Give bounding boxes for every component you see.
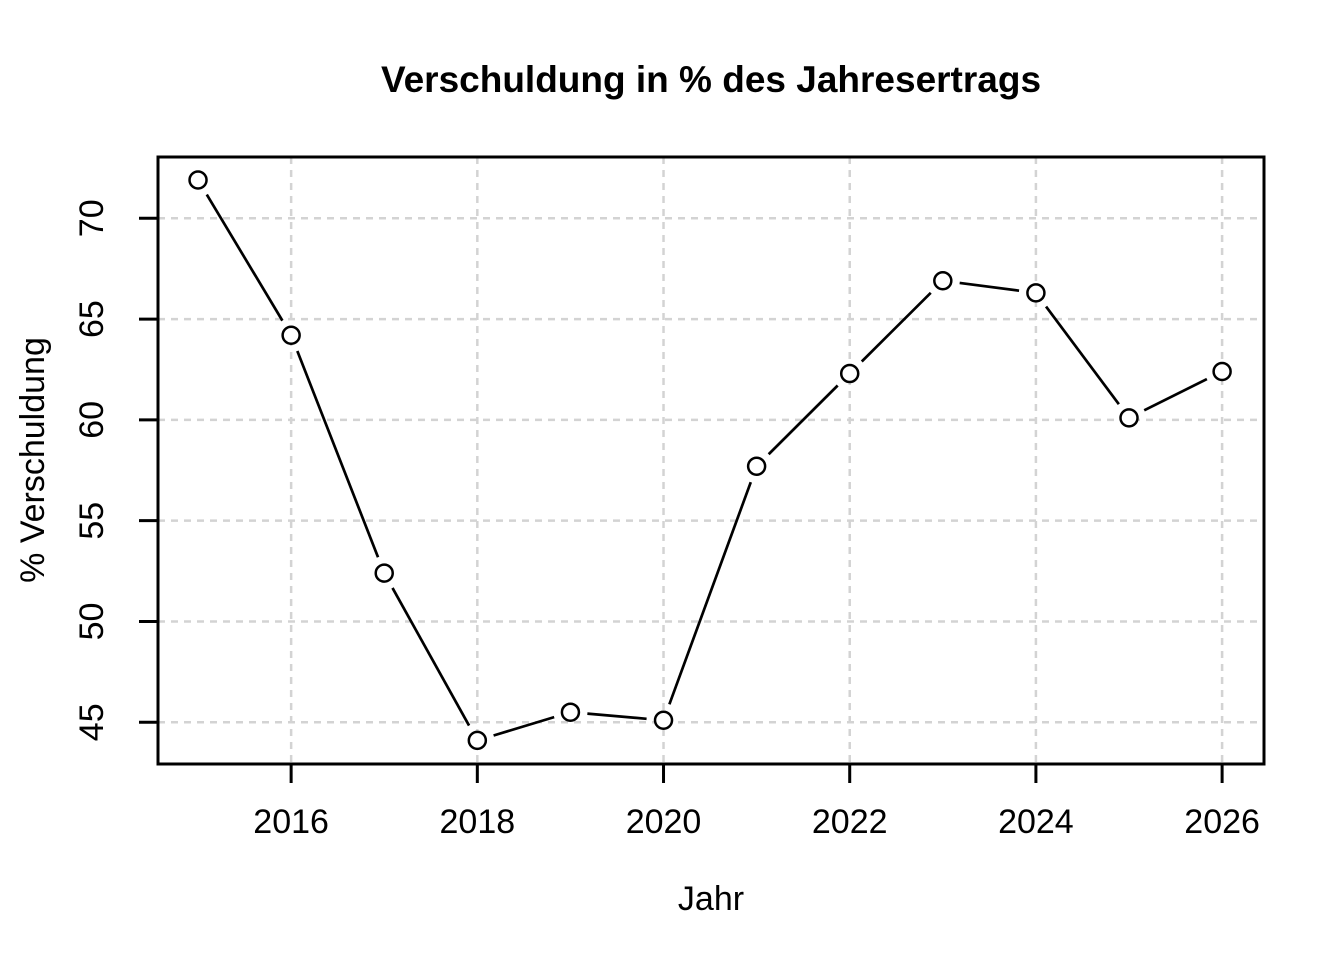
data-point (188, 170, 208, 190)
series-segment (391, 587, 471, 727)
series-segment (1044, 305, 1120, 406)
x-tick-label: 2024 (998, 803, 1074, 841)
data-point (933, 271, 953, 291)
data-point (1026, 283, 1046, 303)
series-segment (767, 384, 839, 456)
series-segment (296, 350, 380, 558)
series-line (205, 193, 1208, 737)
y-tick-label: 60 (73, 401, 111, 439)
series-segment (493, 715, 555, 737)
series-segment (587, 712, 647, 721)
data-point (560, 702, 581, 722)
x-axis-label: Jahr (678, 880, 744, 918)
y-axis-label: % Verschuldung (14, 337, 52, 583)
y-tick-label: 65 (73, 300, 111, 338)
y-tick-label: 50 (73, 603, 111, 641)
x-tick-label: 2022 (812, 803, 888, 841)
y-tick-label: 55 (73, 502, 111, 540)
y-tick-label: 70 (73, 199, 111, 237)
x-tick-label: 2026 (1184, 803, 1260, 841)
data-point (746, 456, 767, 476)
plot-box (156, 155, 1266, 766)
data-point (839, 363, 860, 384)
y-tick-label: 45 (73, 703, 111, 741)
data-point (1212, 361, 1232, 382)
data-point (281, 325, 301, 345)
data-point (467, 730, 488, 751)
axes: 2016 2018 2020 2022 2024 2026 45 50 55 60 65 70 (73, 155, 1266, 841)
x-tick-label: 2018 (440, 803, 516, 841)
data-point (1119, 408, 1139, 428)
series-segment (205, 193, 284, 322)
series-segment (959, 281, 1020, 293)
series-segment (668, 481, 753, 705)
data-point (374, 563, 394, 583)
data-points (188, 170, 1232, 751)
gridlines (158, 157, 1264, 764)
series-segment (1143, 377, 1208, 412)
data-point (653, 710, 674, 731)
chart-title: Verschuldung in % des Jahresertrags (381, 59, 1041, 100)
x-tick-label: 2016 (253, 803, 329, 841)
x-tick-label: 2020 (626, 803, 702, 841)
series-segment (860, 291, 932, 363)
